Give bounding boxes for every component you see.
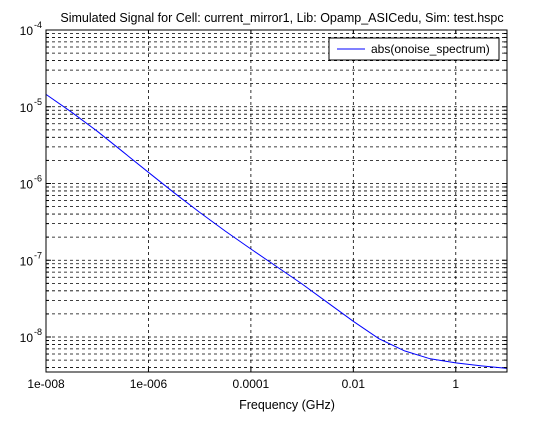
y-tick-exponent: -7 <box>34 250 42 260</box>
grid <box>45 29 507 372</box>
x-tick-label: 1 <box>452 377 459 391</box>
y-tick-exponent: -5 <box>34 97 42 107</box>
x-tick-label: 0.0001 <box>233 377 270 391</box>
legend-label: abs(onoise_spectrum) <box>371 42 490 56</box>
y-tick-exponent: -8 <box>34 327 42 337</box>
x-tick-label: 1e-008 <box>27 377 65 391</box>
y-tick-exponent: -4 <box>34 20 42 30</box>
x-axis-label: Frequency (GHz) <box>239 398 335 412</box>
y-tick-label: 10 <box>20 331 34 345</box>
y-tick-label: 10 <box>20 254 34 268</box>
y-tick-label: 10 <box>20 101 34 115</box>
legend-box <box>328 37 500 61</box>
y-tick-exponent: -6 <box>34 174 42 184</box>
y-tick-label: 10 <box>20 178 34 192</box>
chart-title: Simulated Signal for Cell: current_mirro… <box>60 11 503 25</box>
legend: abs(onoise_spectrum) <box>328 37 500 61</box>
series-layer <box>45 93 508 369</box>
ticks: 1e-008 1e-006 0.0001 0.01 110 -810 -710 -610 -51… <box>20 20 507 391</box>
x-tick-label: 0.01 <box>342 377 366 391</box>
series-line <box>45 93 508 369</box>
x-tick-label: 1e-006 <box>130 377 168 391</box>
y-tick-label: 10 <box>20 24 34 38</box>
